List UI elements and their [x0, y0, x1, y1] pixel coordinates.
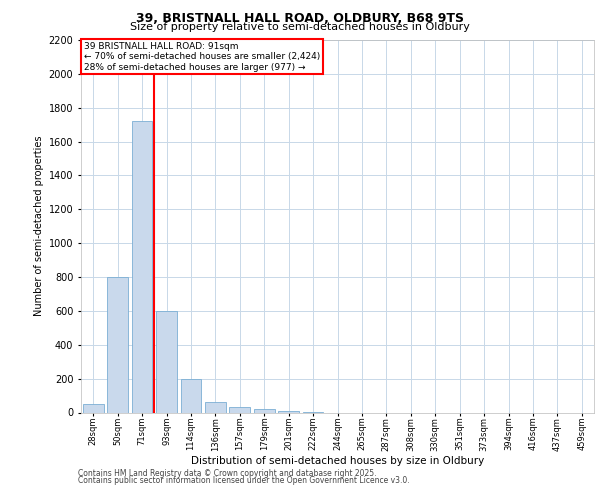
Bar — [131, 122, 152, 412]
Bar — [107, 277, 128, 412]
Bar — [205, 402, 226, 412]
Text: 39, BRISTNALL HALL ROAD, OLDBURY, B68 9TS: 39, BRISTNALL HALL ROAD, OLDBURY, B68 9T… — [136, 12, 464, 26]
X-axis label: Distribution of semi-detached houses by size in Oldbury: Distribution of semi-detached houses by … — [191, 456, 484, 466]
Text: 39 BRISTNALL HALL ROAD: 91sqm
← 70% of semi-detached houses are smaller (2,424)
: 39 BRISTNALL HALL ROAD: 91sqm ← 70% of s… — [83, 42, 320, 72]
Bar — [254, 410, 275, 412]
Text: Contains HM Land Registry data © Crown copyright and database right 2025.: Contains HM Land Registry data © Crown c… — [78, 468, 377, 477]
Bar — [229, 408, 250, 412]
Bar — [83, 404, 104, 412]
Text: Contains public sector information licensed under the Open Government Licence v3: Contains public sector information licen… — [78, 476, 410, 485]
Text: Size of property relative to semi-detached houses in Oldbury: Size of property relative to semi-detach… — [130, 22, 470, 32]
Y-axis label: Number of semi-detached properties: Number of semi-detached properties — [34, 136, 44, 316]
Bar — [181, 378, 202, 412]
Bar — [156, 311, 177, 412]
Bar — [278, 411, 299, 412]
